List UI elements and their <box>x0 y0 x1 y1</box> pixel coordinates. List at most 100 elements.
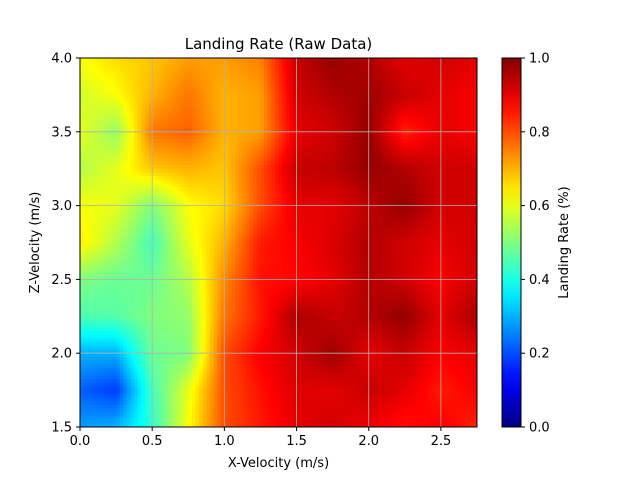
heatmap-cell <box>163 216 168 221</box>
heatmap-cell <box>227 308 233 314</box>
heatmap-cell <box>246 327 251 332</box>
heatmap-cell <box>94 316 99 321</box>
heatmap-cell <box>177 135 182 140</box>
heatmap-cell <box>137 390 142 395</box>
heatmap-cell <box>177 235 182 240</box>
heatmap-cell <box>159 419 164 424</box>
heatmap-cell <box>144 216 150 221</box>
heatmap-cell <box>141 408 146 413</box>
heatmap-cell <box>163 404 168 410</box>
heatmap-cell <box>209 227 215 233</box>
heatmap-cell <box>206 319 211 325</box>
heatmap-cell <box>141 283 146 288</box>
heatmap-cell <box>191 401 197 406</box>
heatmap-cell <box>242 205 247 210</box>
heatmap-cell <box>166 260 171 266</box>
heatmap-cell <box>206 260 211 266</box>
heatmap-cell <box>217 109 222 114</box>
heatmap-cell <box>191 353 197 358</box>
heatmap-cell <box>170 364 175 369</box>
heatmap-cell <box>238 393 244 399</box>
heatmap-cell <box>163 139 168 144</box>
heatmap-cell <box>130 272 135 277</box>
heatmap-cell <box>246 165 251 170</box>
heatmap-cell <box>101 91 106 96</box>
heatmap-cell <box>195 194 200 199</box>
heatmap-cell <box>123 334 128 340</box>
heatmap-cell <box>206 231 211 236</box>
heatmap-cell <box>246 272 251 277</box>
heatmap-cell <box>166 224 171 229</box>
heatmap-cell <box>191 165 197 170</box>
heatmap-cell <box>191 390 197 395</box>
heatmap-cell <box>170 390 175 395</box>
heatmap-cell <box>123 201 128 207</box>
heatmap-cell <box>177 220 182 225</box>
heatmap-cell <box>209 397 215 402</box>
heatmap-cell <box>116 260 121 266</box>
heatmap-cell <box>87 235 92 240</box>
heatmap-cell <box>224 209 229 214</box>
heatmap-cell <box>238 150 244 155</box>
heatmap-cell <box>87 338 92 343</box>
heatmap-cell <box>173 238 179 244</box>
heatmap-cell <box>195 205 200 210</box>
heatmap-cell <box>256 327 262 332</box>
heatmap-cell <box>123 172 128 177</box>
heatmap-cell <box>80 183 85 188</box>
heatmap-cell <box>224 216 229 221</box>
heatmap-cell <box>256 308 262 314</box>
heatmap-cell <box>98 297 103 303</box>
heatmap-cell <box>116 279 121 284</box>
heatmap-cell <box>134 227 139 233</box>
heatmap-cell <box>181 279 186 284</box>
heatmap-cell <box>137 286 142 292</box>
heatmap-cell <box>181 209 186 214</box>
heatmap-cell <box>181 260 186 266</box>
heatmap-cell <box>242 128 247 133</box>
heatmap-cell <box>209 131 215 137</box>
heatmap-cell <box>195 201 200 207</box>
heatmap-cell <box>134 342 139 347</box>
heatmap-cell <box>83 165 88 170</box>
heatmap-cell <box>202 168 207 173</box>
heatmap-cell <box>119 139 124 144</box>
heatmap-cell <box>141 161 146 166</box>
heatmap-cell <box>181 69 186 74</box>
heatmap-cell <box>253 334 258 340</box>
heatmap-cell <box>170 338 175 343</box>
heatmap-cell <box>249 371 254 376</box>
heatmap-cell <box>137 150 142 155</box>
heatmap-cell <box>130 375 135 380</box>
heatmap-cell <box>163 272 168 277</box>
heatmap-cell <box>246 415 251 421</box>
heatmap-cell <box>116 272 121 277</box>
heatmap-cell <box>126 113 132 118</box>
heatmap-cell <box>227 349 233 354</box>
heatmap-cell <box>191 168 197 173</box>
heatmap-cell <box>80 87 85 92</box>
heatmap-cell <box>217 415 222 421</box>
heatmap-cell <box>137 209 142 214</box>
heatmap-cell <box>116 168 121 173</box>
heatmap-cell <box>249 323 254 328</box>
heatmap-cell <box>173 113 179 118</box>
heatmap-cell <box>202 253 207 258</box>
heatmap-cell <box>108 150 114 155</box>
heatmap-cell <box>83 338 88 343</box>
heatmap-cell <box>253 305 258 310</box>
heatmap-cell <box>213 76 218 81</box>
heatmap-cell <box>90 342 96 347</box>
heatmap-cell <box>231 209 236 214</box>
heatmap-cell <box>130 283 135 288</box>
heatmap-cell <box>199 360 204 365</box>
heatmap-cell <box>101 87 106 92</box>
heatmap-cell <box>177 150 182 155</box>
heatmap-cell <box>155 117 160 122</box>
heatmap-cell <box>213 279 218 284</box>
heatmap-cell <box>141 142 146 148</box>
heatmap-cell <box>188 264 193 269</box>
heatmap-cell <box>159 113 164 118</box>
heatmap-cell <box>130 367 135 373</box>
heatmap-cell <box>94 275 99 280</box>
